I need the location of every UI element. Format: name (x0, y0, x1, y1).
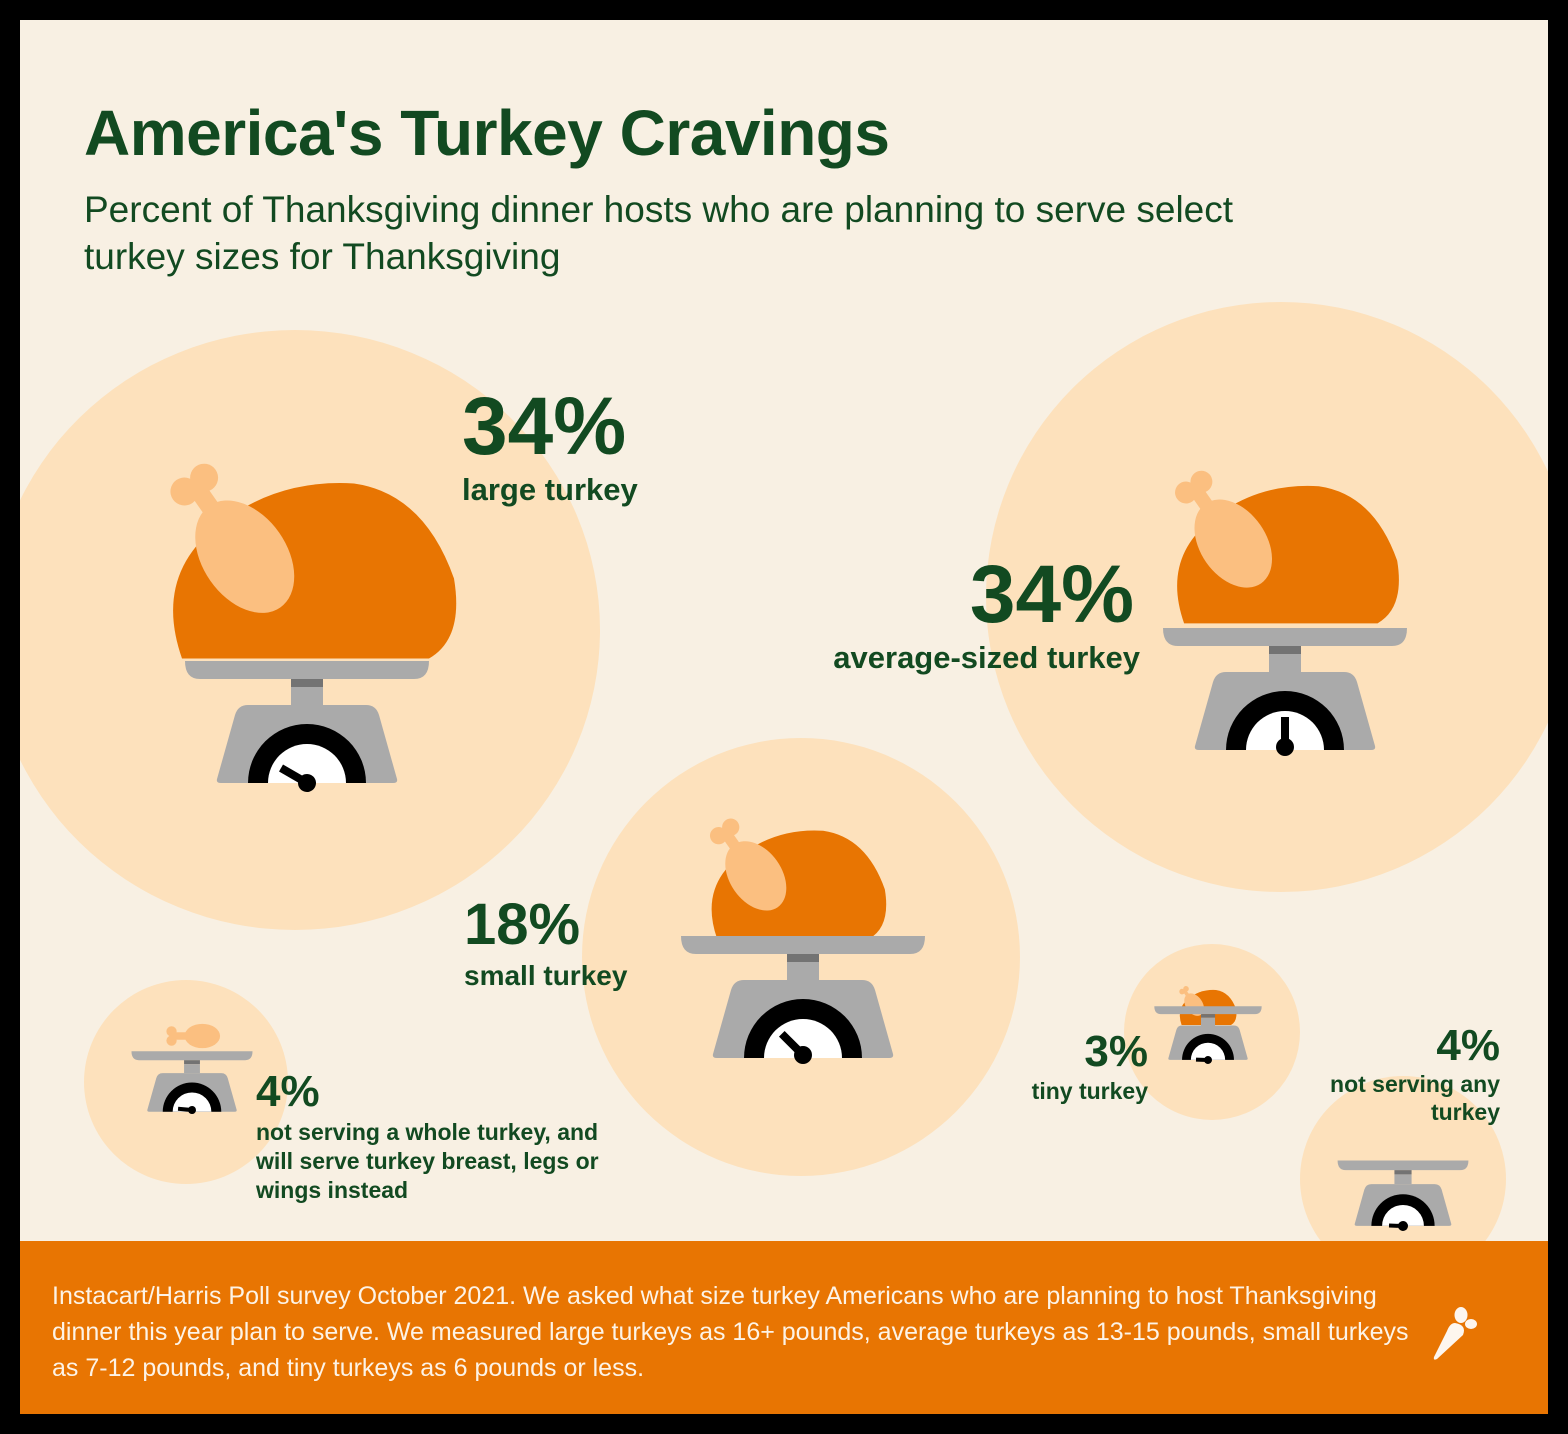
stat-large-turkey: 34% large turkey (462, 386, 638, 508)
small-turkey-scale-icon (681, 812, 925, 1064)
stat-small-turkey: 18% small turkey (464, 896, 627, 992)
stat-average-turkey: 34% average-sized turkey (740, 554, 1140, 676)
tiny-turkey-scale-icon (1154, 983, 1262, 1064)
stat-percent: 34% (969, 549, 1134, 640)
stat-label: large turkey (462, 472, 638, 507)
footer-note: Instacart/Harris Poll survey October 202… (20, 1241, 1548, 1414)
stat-percent: 4% (256, 1067, 320, 1116)
stat-percent: 4% (1436, 1021, 1500, 1070)
stat-tiny-turkey: 3% tiny turkey (1010, 1030, 1148, 1105)
stat-label: average-sized turkey (833, 640, 1140, 675)
stat-percent: 18% (464, 892, 581, 957)
page-title: America's Turkey Cravings (84, 97, 890, 169)
large-turkey-scale-icon (164, 456, 457, 792)
stat-percent: 34% (462, 381, 627, 472)
stat-label: not serving a whole turkey, and will ser… (256, 1119, 599, 1203)
stat-label: not serving any turkey (1330, 1071, 1500, 1125)
infographic: America's Turkey Cravings Percent of Tha… (20, 20, 1548, 1414)
drumstick-scale-icon (131, 1023, 253, 1114)
footer-text: Instacart/Harris Poll survey October 202… (52, 1282, 1409, 1382)
empty-scale-icon (1337, 1160, 1469, 1231)
average-turkey-scale-icon (1163, 460, 1407, 756)
carrot-logo-icon (1433, 1307, 1477, 1360)
stat-turkey-parts: 4% not serving a whole turkey, and will … (256, 1070, 616, 1205)
stat-no-turkey: 4% not serving any turkey (1320, 1024, 1500, 1126)
stat-percent: 3% (1084, 1027, 1148, 1076)
stat-label: small turkey (464, 960, 628, 991)
page-subtitle: Percent of Thanksgiving dinner hosts who… (84, 189, 1234, 277)
stat-label: tiny turkey (1031, 1078, 1148, 1104)
